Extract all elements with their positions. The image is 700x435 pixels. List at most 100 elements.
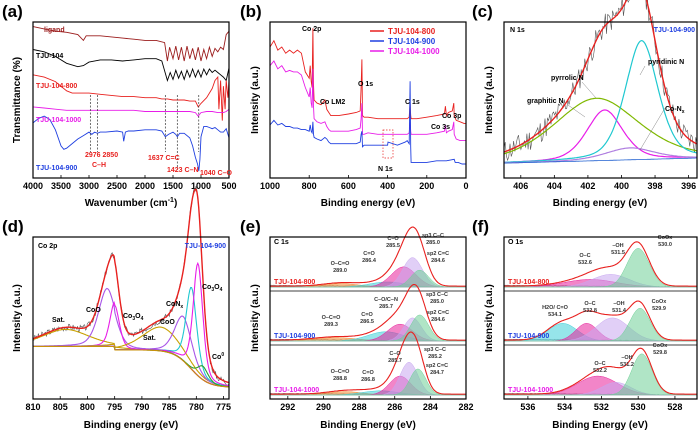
e-peak-value: 285.0	[426, 240, 440, 246]
e-envelope-TJU-104-800	[270, 226, 466, 287]
a-ann-cc: 1637 C=C	[148, 155, 180, 162]
f-peak-label: –OH	[621, 355, 632, 361]
e-peak-value: 285.2	[428, 354, 442, 360]
panel-label-b: (b)	[240, 2, 262, 21]
x-tick-label: 800	[80, 402, 95, 412]
a-ann-cn: 1423 C–N	[167, 167, 199, 174]
b-ann-co2p: Co 2p	[302, 26, 321, 33]
f-peak-value: 531.4	[612, 308, 627, 314]
e-peak-sp2 C=C	[270, 269, 466, 288]
x-tick-label: 1000	[191, 181, 211, 191]
e-peak-label: sp3 C–C	[422, 233, 444, 239]
x-tick-label: 398	[648, 181, 663, 191]
b-ann-n1s: N 1s	[378, 166, 393, 173]
f-peak-label: O–C	[584, 301, 595, 307]
c-ann-pyridinic: pyridinic N	[648, 59, 684, 66]
e-peak-label: O–C=O	[331, 369, 351, 375]
x-tick-label: 286	[387, 402, 402, 412]
c-raw-spectrum	[503, 0, 698, 162]
e-peak-label: C–O	[387, 236, 399, 242]
x-tick-label: 402	[580, 181, 595, 191]
plot-frame-e	[269, 236, 467, 400]
f-sample-label: TJU-104-800	[508, 279, 549, 286]
a-label-ligand: ligand	[44, 27, 65, 34]
b-ann-co3p: Co 3p	[442, 113, 461, 120]
c-sample: TJU-104-900	[654, 27, 695, 34]
b-ann-c1s: C 1s	[405, 99, 420, 106]
e-envelope-TJU-104-1000	[270, 331, 466, 395]
f-peak-value: 529.9	[652, 306, 666, 312]
f-peak-label: –OH	[612, 243, 623, 249]
plot-frame-d	[32, 236, 230, 400]
d-component-Sat	[32, 328, 230, 388]
e-peak-sp2 C=C	[270, 368, 466, 396]
e-peak-label: sp2 C=C	[426, 363, 448, 369]
panel-label-c: (c)	[472, 2, 493, 21]
f-envelope-TJU-104-900	[504, 300, 697, 341]
x-tick-label: 4000	[23, 181, 43, 191]
f-envelope-TJU-104-1000	[504, 347, 697, 395]
e-envelope-TJU-104-900	[270, 283, 466, 341]
c-ann-conx: Co-Nx	[665, 106, 685, 115]
f-peak-label: CoOx	[658, 235, 674, 241]
d-ann-coo2: CoO	[160, 319, 175, 326]
a-label-tju104: TJU-104	[36, 53, 63, 60]
panel-label-e: (e)	[240, 217, 261, 236]
panel-e-ylabel: Intensity (a.u.)	[250, 284, 261, 352]
c-ann-pyrrolic: pyrrolic N	[551, 75, 584, 82]
x-tick-label: 292	[280, 402, 295, 412]
d-envelope	[32, 188, 230, 384]
x-tick-label: 800	[302, 181, 317, 191]
c-ann-graphitic: graphitic N	[527, 98, 564, 105]
e-peak-label: C–O/C–N	[374, 297, 398, 303]
d-sample: TJU-104-900	[185, 243, 226, 250]
legend-label: TJU-104-1000	[388, 47, 440, 56]
x-tick-label: 400	[614, 181, 629, 191]
panel-b-ylabel: Intensity (a.u.)	[250, 66, 261, 134]
a-label-tju104-1000: TJU-104-1000	[36, 117, 81, 124]
a-series-TJU-104	[32, 49, 230, 82]
x-tick-label: 810	[25, 402, 40, 412]
d-ann-co0: Co0	[212, 352, 224, 361]
x-tick-label: 282	[458, 402, 473, 412]
x-tick-label: 396	[681, 181, 696, 191]
panel-b-xlabel: Binding energy (eV)	[321, 198, 415, 209]
a-series-TJU-104-900	[32, 115, 230, 172]
x-tick-label: 1500	[163, 181, 183, 191]
a-series-TJU-104-1000	[32, 106, 230, 117]
e-peak-label: sp2 C=C	[427, 251, 449, 257]
a-series-TJU-104-800	[32, 74, 230, 121]
c-envelope	[503, 0, 698, 153]
f-envelope-TJU-104-800	[504, 241, 697, 287]
legend-label: TJU-104-800	[388, 27, 436, 36]
f-peak-value: 534.1	[548, 312, 562, 318]
e-peak-value: 286.8	[361, 377, 375, 383]
e-peak-value: 286.4	[362, 258, 377, 264]
e-peak-value: 285.5	[386, 243, 400, 249]
f-peak-label: CoOx	[653, 343, 669, 349]
e-peak-value: 285.7	[379, 304, 393, 310]
c-component-Co-Nx	[504, 147, 697, 164]
x-tick-label: 600	[341, 181, 356, 191]
f-peak-value: 532.8	[583, 308, 597, 314]
x-tick-label: 284	[423, 402, 438, 412]
d-component-CoNx	[33, 286, 230, 387]
b-ann-co3s: Co 3s	[431, 124, 450, 131]
f-peak-value: 530.0	[658, 242, 672, 248]
e-title: C 1s	[274, 239, 289, 246]
d-ann-sat1: Sat.	[52, 317, 65, 324]
a-ann-ch2: C–H	[92, 162, 106, 169]
f-peak-label: CoOx	[652, 299, 668, 305]
plot-frame-c	[503, 21, 698, 179]
x-tick-label: 3000	[79, 181, 99, 191]
d-title: Co 2p	[38, 243, 57, 250]
x-tick-label: 406	[513, 181, 528, 191]
e-peak-label: C=O	[363, 251, 375, 257]
e-peak-value: 284.7	[430, 370, 444, 376]
e-peak-label: sp3 C–C	[426, 292, 448, 298]
c-component-graphitic-N	[503, 97, 698, 155]
x-tick-label: 528	[667, 402, 682, 412]
d-ann-conx: CoNx	[166, 301, 183, 310]
